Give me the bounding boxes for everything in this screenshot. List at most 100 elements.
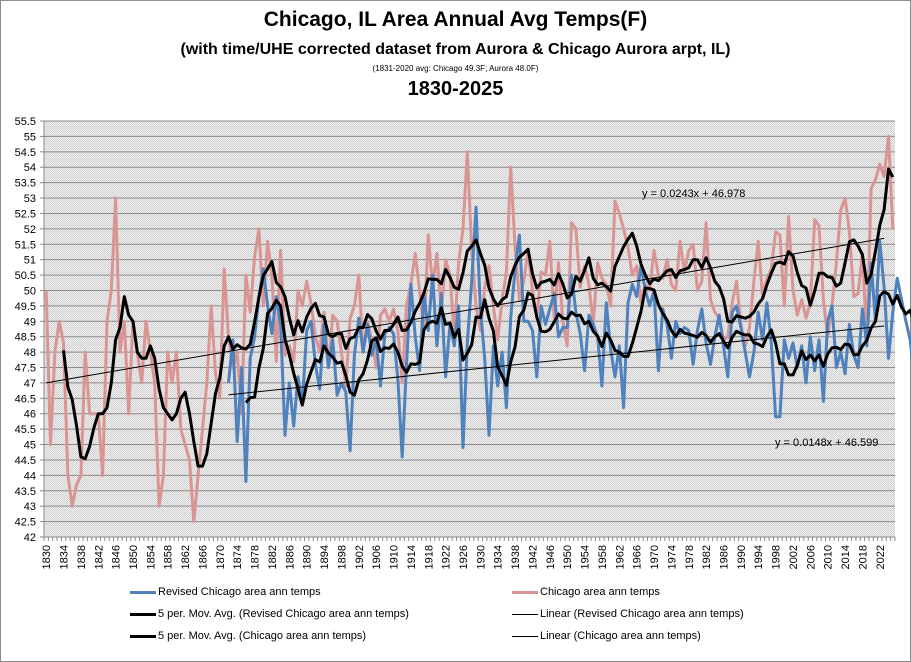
x-tick-label: 1914 [406, 545, 418, 569]
y-tick-label: 54 [24, 162, 36, 174]
legend-label: Linear (Chicago area ann temps) [540, 630, 701, 642]
x-tick-label: 1834 [59, 545, 71, 569]
y-tick-label: 45 [24, 440, 36, 452]
y-tick-label: 44 [24, 470, 36, 482]
trend-equation-revised: y = 0.0148x + 46.599 [775, 437, 878, 449]
y-tick-label: 43 [24, 501, 36, 513]
x-tick-label: 2002 [788, 545, 800, 569]
legend-item: Linear (Chicago area ann temps) [512, 630, 701, 642]
chart-title: Chicago, IL Area Annual Avg Temps(F) [263, 8, 648, 31]
legend-swatch [130, 612, 156, 616]
y-tick-label: 53 [24, 193, 36, 205]
x-tick-label: 1906 [371, 545, 383, 569]
x-tick-label: 1894 [319, 545, 331, 569]
x-tick-label: 1922 [441, 545, 453, 569]
x-tick-label: 1930 [475, 545, 487, 569]
x-tick-label: 1898 [336, 545, 348, 569]
y-tick-label: 54.5 [15, 147, 36, 159]
y-tick-label: 53.5 [15, 178, 36, 190]
x-tick-label: 1862 [180, 545, 192, 569]
y-tick-label: 48.5 [15, 332, 36, 344]
x-tick-label: 1990 [736, 545, 748, 569]
x-tick-label: 1910 [389, 545, 401, 569]
x-tick-label: 1870 [215, 545, 227, 569]
y-tick-label: 51.5 [15, 239, 36, 251]
y-tick-label: 43.5 [15, 486, 36, 498]
x-tick-label: 1926 [458, 545, 470, 569]
y-tick-label: 48 [24, 347, 36, 359]
y-tick-label: 46 [24, 409, 36, 421]
x-tick-label: 2006 [805, 545, 817, 569]
y-tick-label: 44.5 [15, 455, 36, 467]
moving-average-revised-chicago-area-ann-temps [244, 286, 911, 407]
y-tick-label: 49 [24, 316, 36, 328]
x-tick-label: 1974 [666, 545, 678, 569]
y-tick-label: 52 [24, 224, 36, 236]
legend-label: 5 per. Mov. Avg. (Chicago area ann temps… [158, 630, 367, 642]
series-revised-chicago-area-ann-temps [227, 205, 911, 483]
legend-item: Linear (Revised Chicago area ann temps) [512, 608, 744, 620]
x-tick-label: 1850 [128, 545, 140, 569]
y-tick-label: 42 [24, 532, 36, 544]
x-tick-label: 1994 [753, 545, 765, 569]
x-tick-label: 1882 [267, 545, 279, 569]
y-tick-label: 45.5 [15, 424, 36, 436]
y-tick-label: 47 [24, 378, 36, 390]
x-tick-label: 2022 [875, 545, 887, 569]
x-tick-label: 1878 [250, 545, 262, 569]
x-tick-label: 1918 [423, 545, 435, 569]
x-tick-label: 1954 [580, 545, 592, 569]
y-tick-label: 50 [24, 285, 36, 297]
legend-item: 5 per. Mov. Avg. (Chicago area ann temps… [130, 630, 366, 642]
y-tick-label: 47.5 [15, 363, 36, 375]
legend-label: Linear (Revised Chicago area ann temps) [540, 608, 744, 620]
legend-item: Revised Chicago area ann temps [130, 586, 321, 598]
y-tick-label: 55.5 [15, 116, 36, 128]
legend-item: Chicago area ann temps [512, 586, 660, 598]
x-tick-label: 2014 [840, 545, 852, 569]
moving-average-chicago-area-ann-temps [62, 167, 895, 468]
trendline-chicago-area-ann-temps [46, 237, 885, 384]
x-tick-label: 1866 [197, 545, 209, 569]
x-tick-label: 1830 [41, 545, 53, 569]
y-tick-label: 55 [24, 131, 36, 143]
y-tick-label: 49.5 [15, 301, 36, 313]
x-tick-label: 2018 [857, 545, 869, 569]
legend-swatch [512, 590, 538, 594]
legend-swatch [512, 635, 538, 637]
x-tick-label: 1950 [562, 545, 574, 569]
y-tick-label: 52.5 [15, 208, 36, 220]
legend-label: Revised Chicago area ann temps [158, 586, 321, 598]
x-tick-label: 1982 [701, 545, 713, 569]
x-tick-label: 1934 [493, 545, 505, 569]
y-tick-label: 46.5 [15, 393, 36, 405]
x-tick-label: 1986 [718, 545, 730, 569]
y-tick-label: 50.5 [15, 270, 36, 282]
x-tick-label: 1890 [302, 545, 314, 569]
x-tick-label: 1854 [145, 545, 157, 569]
x-tick-label: 1962 [614, 545, 626, 569]
x-tick-label: 1966 [632, 545, 644, 569]
y-axis: 42 42.5 43 43.5 44 44.5 45 45.5 46 46.5 47 47.5 48 48… [15, 116, 895, 544]
x-tick-label: 1958 [597, 545, 609, 569]
legend-item: 5 per. Mov. Avg. (Revised Chicago area a… [130, 608, 409, 620]
y-tick-label: 42.5 [15, 517, 36, 529]
series-layer [44, 134, 911, 524]
legend-label: 5 per. Mov. Avg. (Revised Chicago area a… [158, 608, 409, 620]
x-tick-label: 1902 [354, 545, 366, 569]
x-tick-label: 1946 [545, 545, 557, 569]
x-tick-label: 1970 [649, 545, 661, 569]
legend-label: Chicago area ann temps [540, 586, 660, 598]
x-axis: 1830 1834 1838 1842 1846 1850 1854 1858 1862 1866… [41, 537, 896, 569]
x-tick-label: 1978 [684, 545, 696, 569]
legend-swatch [130, 590, 156, 594]
chart-period: 1830-2025 [407, 78, 504, 100]
annotations: y = 0.0243x + 46.978 y = 0.0148x + 46.599 [642, 188, 878, 449]
x-tick-label: 1846 [111, 545, 123, 569]
legend-swatch [512, 613, 538, 615]
x-tick-label: 1886 [284, 545, 296, 569]
trend-equation-chicago: y = 0.0243x + 46.978 [642, 188, 745, 200]
x-tick-label: 1942 [527, 545, 539, 569]
series-chicago-area-ann-temps [44, 134, 895, 524]
